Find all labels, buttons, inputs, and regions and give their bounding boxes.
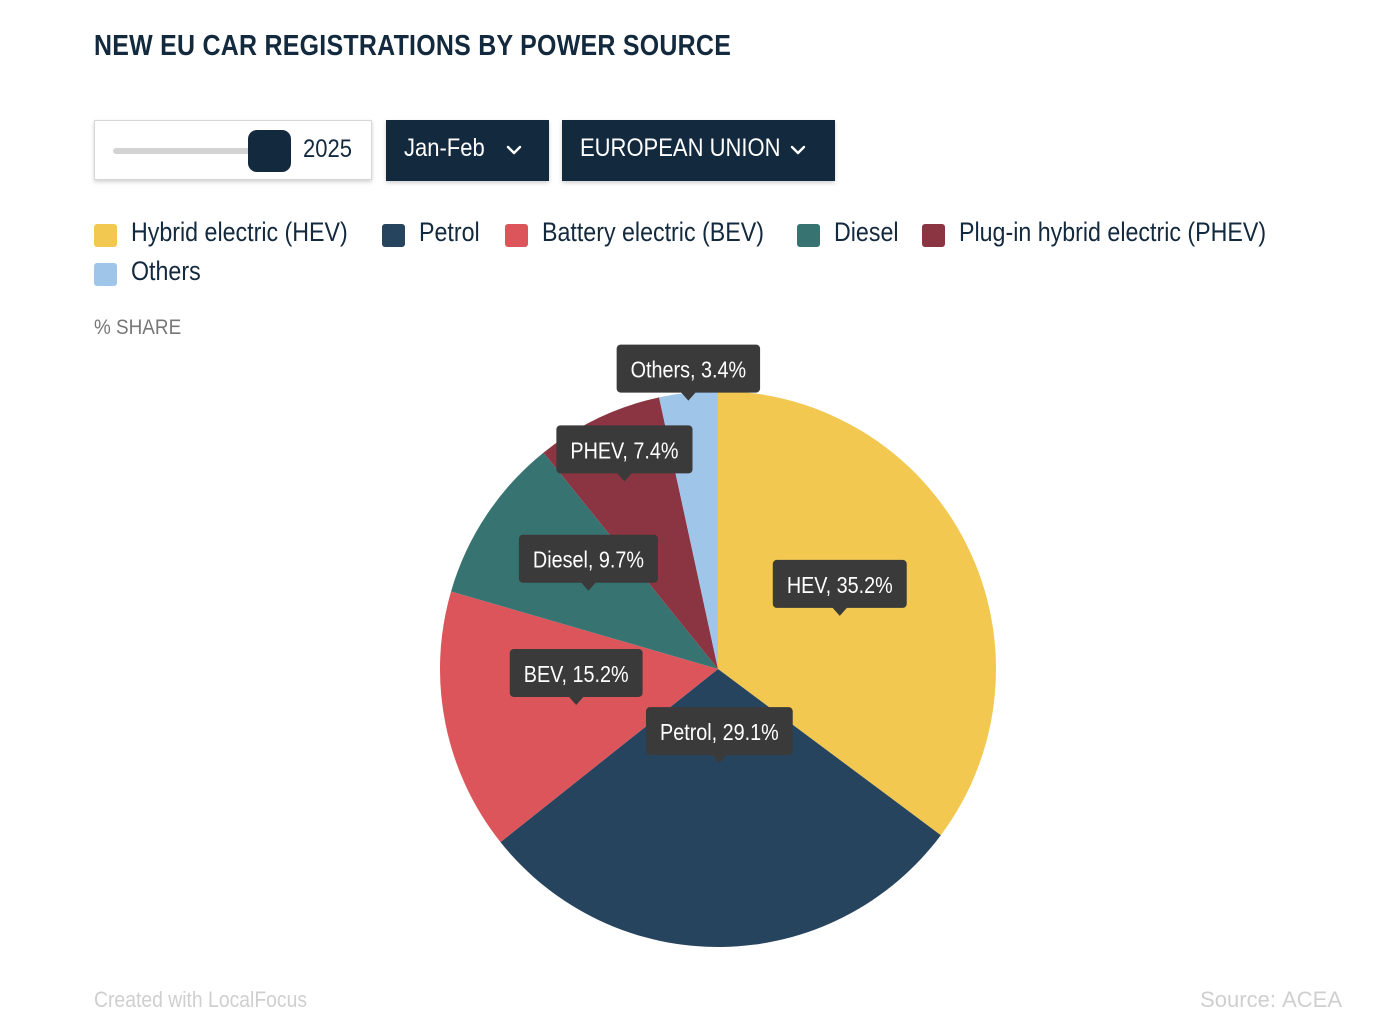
pie-data-label-box	[772, 559, 907, 608]
pie-data-label: Others, 3.4%	[616, 344, 761, 401]
pie-data-label-box	[645, 707, 793, 756]
chevron-down-icon	[506, 145, 522, 155]
pie-data-label-pointer	[680, 391, 697, 401]
unit-label: % SHARE	[94, 316, 182, 339]
region-dropdown[interactable]: EUROPEAN UNION	[562, 120, 835, 181]
slider-thumb[interactable]	[248, 130, 291, 172]
legend-swatch	[505, 224, 528, 247]
credit-text[interactable]: Created with LocalFocus	[94, 987, 308, 1012]
slider-track[interactable]	[113, 148, 261, 154]
pie-data-label-text: HEV, 35.2%	[787, 573, 893, 599]
period-dropdown[interactable]: Jan-Feb	[386, 120, 549, 181]
legend-swatch	[797, 224, 820, 247]
pie-data-label-text: Others, 3.4%	[631, 357, 746, 383]
pie-data-label: Diesel, 9.7%	[518, 534, 658, 591]
year-slider[interactable]: 2025	[94, 120, 372, 180]
pie-data-label-pointer	[616, 472, 633, 482]
pie-data-label: Petrol, 29.1%	[645, 707, 793, 764]
region-dropdown-label: EUROPEAN UNION	[580, 134, 781, 162]
legend-swatch	[382, 224, 405, 247]
pie-data-label: HEV, 35.2%	[772, 559, 907, 616]
legend-label: Hybrid electric (HEV)	[131, 217, 348, 247]
legend-swatch	[94, 224, 117, 247]
pie-data-label-text: Diesel, 9.7%	[533, 547, 644, 573]
pie-data-label: PHEV, 7.4%	[556, 425, 693, 482]
pie-data-label-pointer	[831, 606, 848, 616]
pie-data-label: BEV, 15.2%	[509, 648, 643, 705]
source-text: Source: ACEA	[1200, 987, 1342, 1013]
pie-data-label-text: BEV, 15.2%	[524, 662, 629, 688]
pie-data-label-pointer	[568, 695, 585, 705]
legend-swatch	[922, 224, 945, 247]
slider-year-value: 2025	[303, 135, 352, 163]
source-prefix: Source:	[1200, 987, 1276, 1012]
pie-data-label-pointer	[711, 754, 728, 764]
pie-data-label-box	[556, 425, 693, 474]
legend-label: Others	[131, 256, 201, 286]
pie-data-label-text: Petrol, 29.1%	[660, 720, 779, 746]
source-name: ACEA	[1282, 987, 1342, 1012]
pie-slice-petrol[interactable]	[500, 669, 941, 947]
pie-slice-bev[interactable]	[440, 591, 718, 843]
pie-data-label-box	[509, 648, 643, 697]
pie-slice-hev[interactable]	[718, 391, 997, 836]
legend-swatch	[94, 263, 117, 286]
chevron-down-icon	[790, 145, 806, 155]
pie-data-label-text: PHEV, 7.4%	[570, 438, 678, 464]
chart-title: NEW EU CAR REGISTRATIONS BY POWER SOURCE	[94, 30, 732, 62]
legend-label: Diesel	[834, 217, 899, 247]
pie-data-label-pointer	[580, 581, 597, 591]
legend-label: Plug-in hybrid electric (PHEV)	[959, 217, 1267, 247]
legend-label: Battery electric (BEV)	[542, 217, 764, 247]
period-dropdown-label: Jan-Feb	[404, 134, 485, 162]
pie-data-label-box	[616, 344, 761, 393]
pie-data-label-box	[518, 534, 658, 583]
legend-label: Petrol	[419, 217, 480, 247]
